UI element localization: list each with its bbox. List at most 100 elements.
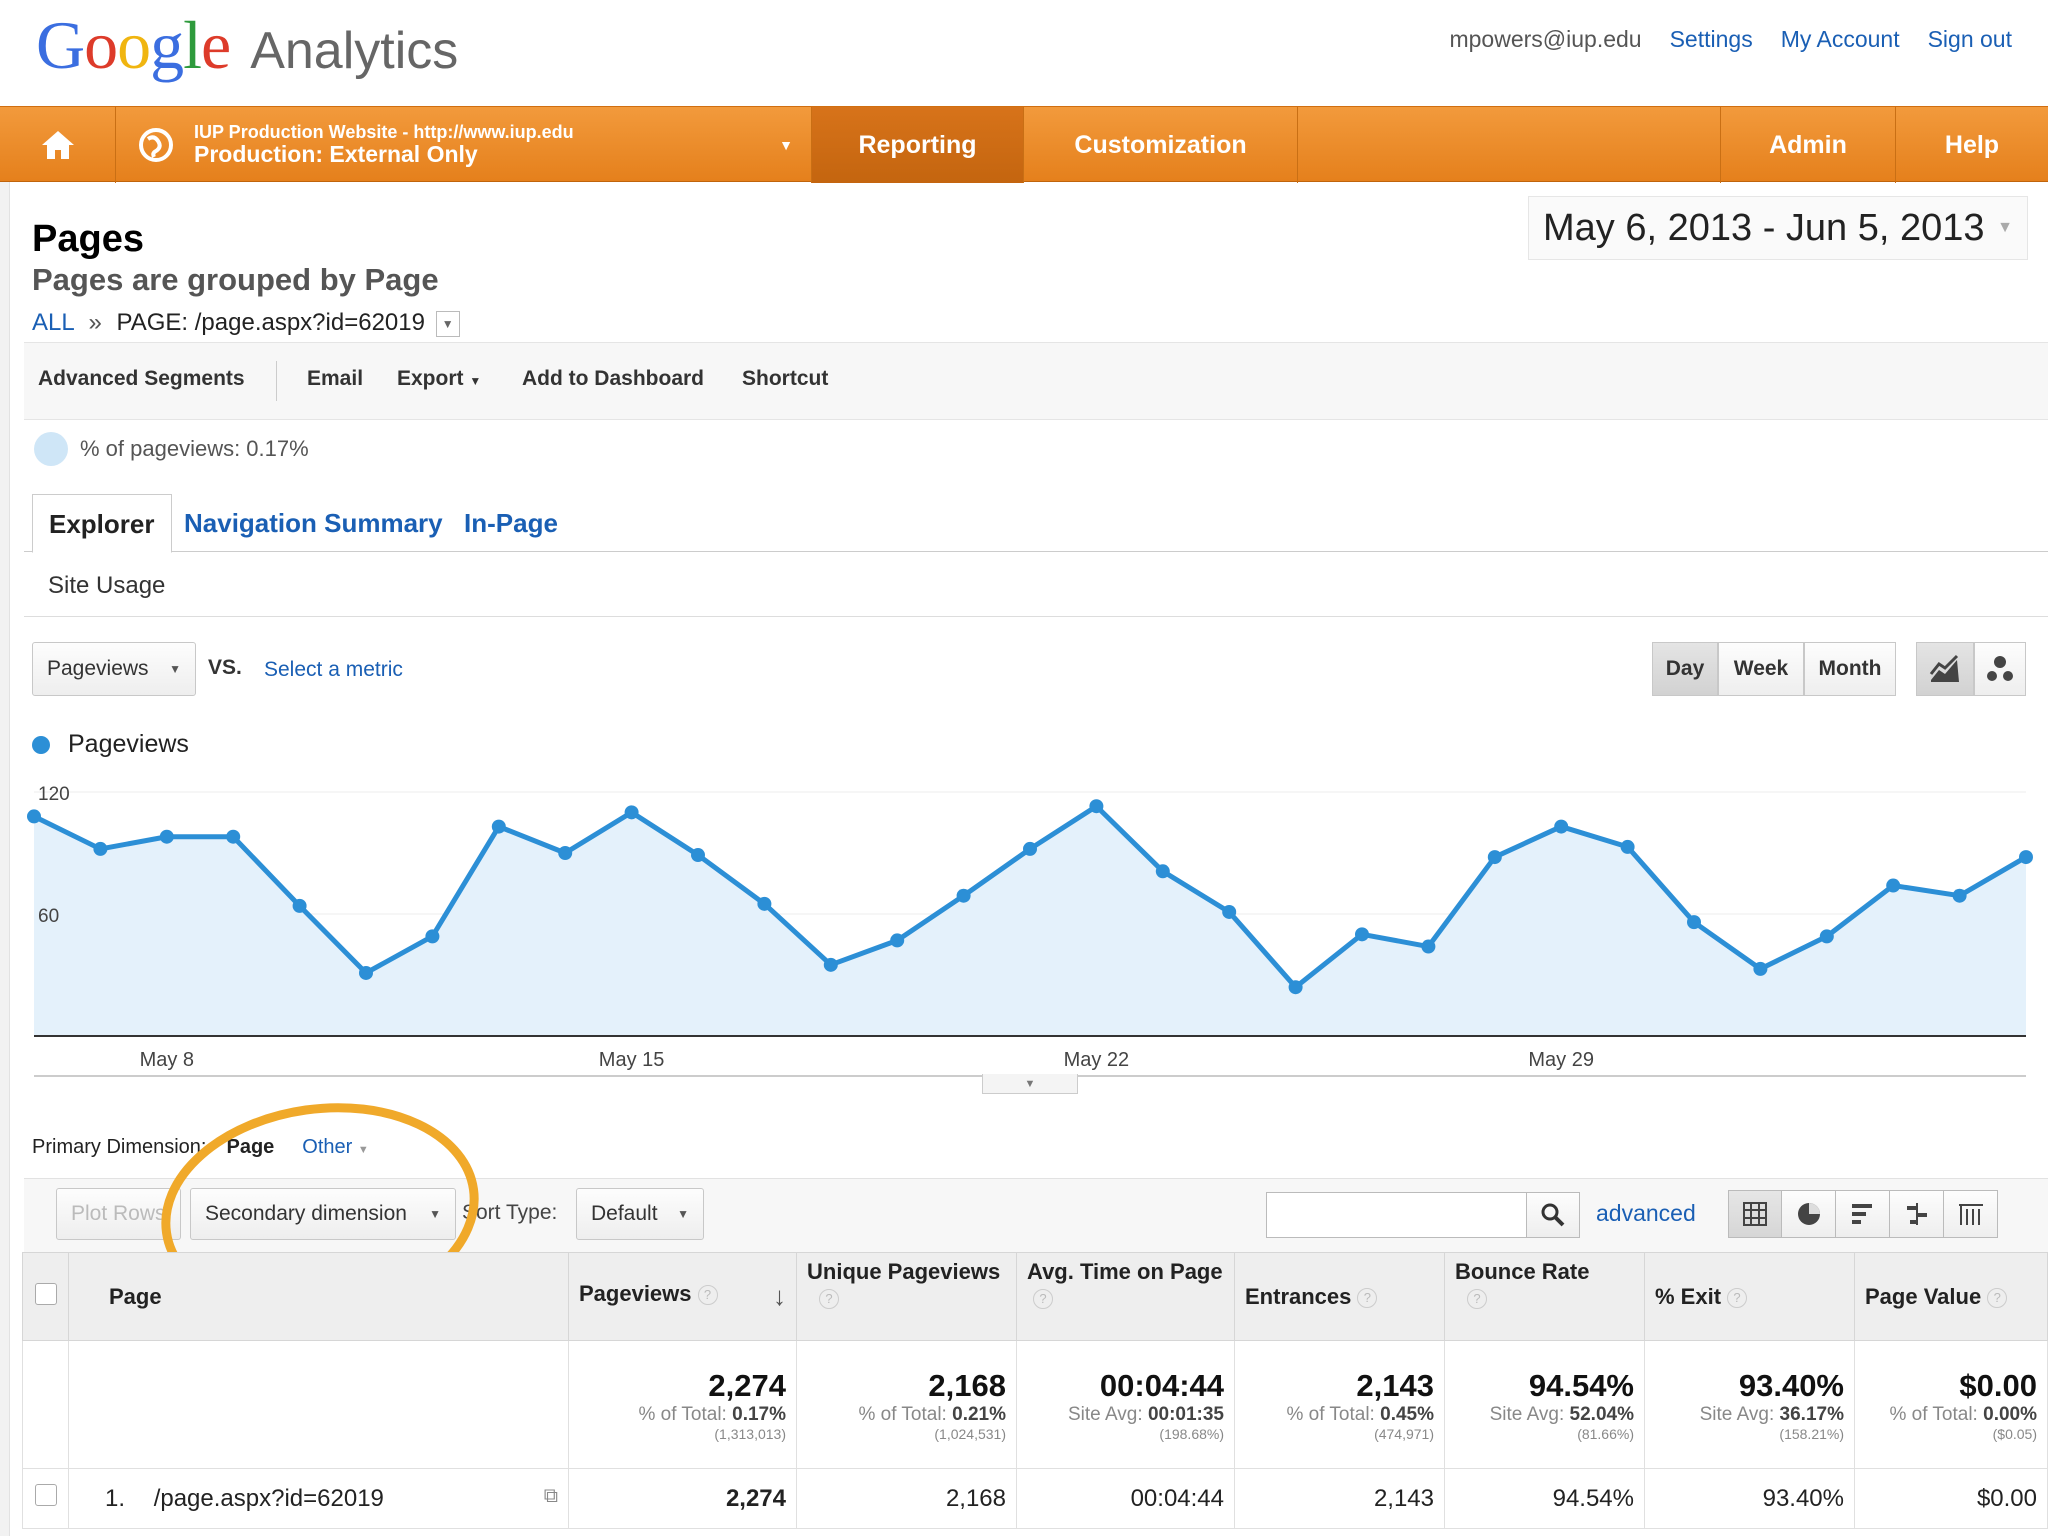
chevron-down-icon: ▼ (429, 1207, 441, 1221)
breadcrumb-dropdown[interactable]: ▼ (435, 310, 460, 337)
tab-admin[interactable]: Admin (1720, 107, 1896, 183)
bar-chart-icon (1851, 1204, 1872, 1224)
page-subtitle: Pages are grouped by Page (32, 262, 439, 297)
data-table: Page Pageviews? ↓ Unique Pageviews? Avg. … (22, 1252, 2048, 1529)
left-gutter (0, 182, 10, 1536)
help-icon[interactable]: ? (1357, 1287, 1378, 1308)
chart-legend: Pageviews (32, 730, 189, 759)
col-exit[interactable]: % Exit? (1644, 1252, 1855, 1341)
line-chart-button[interactable] (1916, 642, 1974, 696)
select-metric-link[interactable]: Select a metric (264, 658, 403, 681)
plot-rows-label: Plot Rows (71, 1202, 166, 1225)
col-bounce-rate[interactable]: Bounce Rate? (1444, 1252, 1645, 1341)
pageviews-chart: 120 60 May 8 May 15 May 22 May 29 (27, 778, 2033, 1077)
col-entrances[interactable]: Entrances? (1234, 1252, 1445, 1341)
export-button[interactable]: Export ▼ (397, 367, 481, 391)
day-button[interactable]: Day (1652, 642, 1718, 696)
help-icon[interactable]: ? (1727, 1287, 1748, 1308)
sign-out-link[interactable]: Sign out (1927, 26, 2012, 52)
data-point (491, 819, 506, 834)
report-toolbar: Advanced Segments Email Export ▼ Add to … (24, 342, 2048, 420)
secondary-dimension-select[interactable]: Secondary dimension ▼ (190, 1188, 456, 1240)
data-point (1554, 819, 1569, 834)
vs-label: VS. (208, 656, 242, 679)
data-point (1620, 839, 1635, 854)
col-avg-time[interactable]: Avg. Time on Page? (1016, 1252, 1235, 1341)
profile-selector[interactable]: IUP Production Website - http://www.iup.… (116, 107, 812, 183)
open-external-icon[interactable]: ⧉ (543, 1484, 558, 1507)
tab-explorer[interactable]: Explorer (32, 494, 172, 553)
logo-analytics: Analytics (250, 22, 459, 80)
col-unique-pageviews[interactable]: Unique Pageviews? (796, 1252, 1017, 1341)
data-point (1155, 864, 1170, 879)
dimension-other[interactable]: Other ▼ (302, 1136, 368, 1159)
home-button[interactable] (0, 107, 116, 183)
settings-link[interactable]: Settings (1669, 26, 1753, 52)
table-view-button[interactable] (1728, 1190, 1782, 1238)
help-icon[interactable]: ? (697, 1285, 718, 1306)
row-unique-pageviews: 2,168 (796, 1468, 1017, 1529)
tab-customization[interactable]: Customization (1024, 107, 1298, 183)
advanced-segments-button[interactable]: Advanced Segments (38, 367, 245, 390)
col-exit-label: % Exit (1655, 1283, 1722, 1309)
help-icon[interactable]: ? (1987, 1287, 2008, 1308)
pie-view-button[interactable] (1782, 1190, 1836, 1238)
tab-in-page[interactable]: In-Page (464, 508, 558, 538)
motion-chart-button[interactable] (1974, 642, 2026, 696)
breadcrumb-all[interactable]: ALL (32, 309, 74, 336)
plot-rows-button[interactable]: Plot Rows (56, 1188, 181, 1240)
sort-type-select[interactable]: Default ▼ (576, 1188, 704, 1240)
performance-view-button[interactable] (1836, 1190, 1890, 1238)
dimension-page[interactable]: Page (226, 1136, 275, 1158)
chevron-down-icon: ▼ (441, 316, 454, 331)
data-point (1288, 980, 1303, 995)
totals-row: 2,274% of Total: 0.17% (1,313,013) 2,168%… (22, 1340, 2048, 1469)
row-page-link[interactable]: /page.aspx?id=62019 (153, 1484, 384, 1512)
breadcrumb-separator: » (88, 309, 102, 336)
data-point (359, 965, 373, 980)
my-account-link[interactable]: My Account (1780, 26, 1900, 52)
date-range-picker[interactable]: May 6, 2013 - Jun 5, 2013 ▼ (1528, 196, 2028, 260)
comparison-view-button[interactable] (1890, 1190, 1944, 1238)
help-icon[interactable]: ? (1033, 1289, 1053, 1310)
help-icon[interactable]: ? (1467, 1289, 1487, 1310)
metric-select-label: Pageviews (47, 657, 149, 680)
tab-navigation-summary[interactable]: Navigation Summary (184, 508, 443, 538)
view-switcher (1728, 1190, 1998, 1238)
col-page[interactable]: Page (68, 1252, 569, 1341)
pivot-view-button[interactable] (1944, 1190, 1998, 1238)
shortcut-button[interactable]: Shortcut (742, 367, 829, 390)
tab-help[interactable]: Help (1944, 130, 2000, 159)
legend-dot (32, 735, 50, 754)
col-pageviews[interactable]: Pageviews? ↓ (568, 1252, 797, 1341)
add-to-dashboard-button[interactable]: Add to Dashboard (522, 367, 704, 390)
row-page-value: $0.00 (1854, 1468, 2048, 1529)
col-entrances-label: Entrances (1245, 1283, 1352, 1309)
tab-reporting[interactable]: Reporting (812, 107, 1024, 183)
subtab-site-usage[interactable]: Site Usage (48, 572, 166, 599)
select-all-checkbox[interactable] (34, 1282, 57, 1305)
metric-select[interactable]: Pageviews ▼ (32, 642, 196, 696)
sort-type-value: Default (591, 1202, 658, 1225)
chart-collapse-handle[interactable]: ▼ (982, 1074, 1078, 1094)
help-icon[interactable]: ? (819, 1289, 839, 1310)
table-search-input[interactable] (1266, 1192, 1528, 1238)
x-tick-label: May 22 (1064, 1049, 1130, 1071)
advanced-link[interactable]: advanced (1596, 1200, 1696, 1226)
breadcrumb: ALL » PAGE: /page.aspx?id=62019 ▼ (32, 309, 460, 337)
logo[interactable]: Google Analytics (36, 6, 458, 85)
segment-info: % of pageviews: 0.17% (34, 432, 309, 466)
email-button[interactable]: Email (307, 367, 364, 390)
data-point (890, 933, 905, 948)
search-button[interactable] (1526, 1192, 1580, 1238)
col-page-value[interactable]: Page Value? (1854, 1252, 2048, 1341)
row-checkbox[interactable] (34, 1484, 57, 1506)
week-button[interactable]: Week (1718, 642, 1804, 696)
data-point (1023, 841, 1037, 856)
month-button[interactable]: Month (1804, 642, 1896, 696)
data-point (624, 805, 639, 820)
breadcrumb-page: PAGE: /page.aspx?id=62019 (116, 309, 425, 336)
secondary-dimension-label: Secondary dimension (205, 1202, 407, 1225)
export-label: Export (397, 367, 464, 390)
data-point (425, 929, 440, 944)
